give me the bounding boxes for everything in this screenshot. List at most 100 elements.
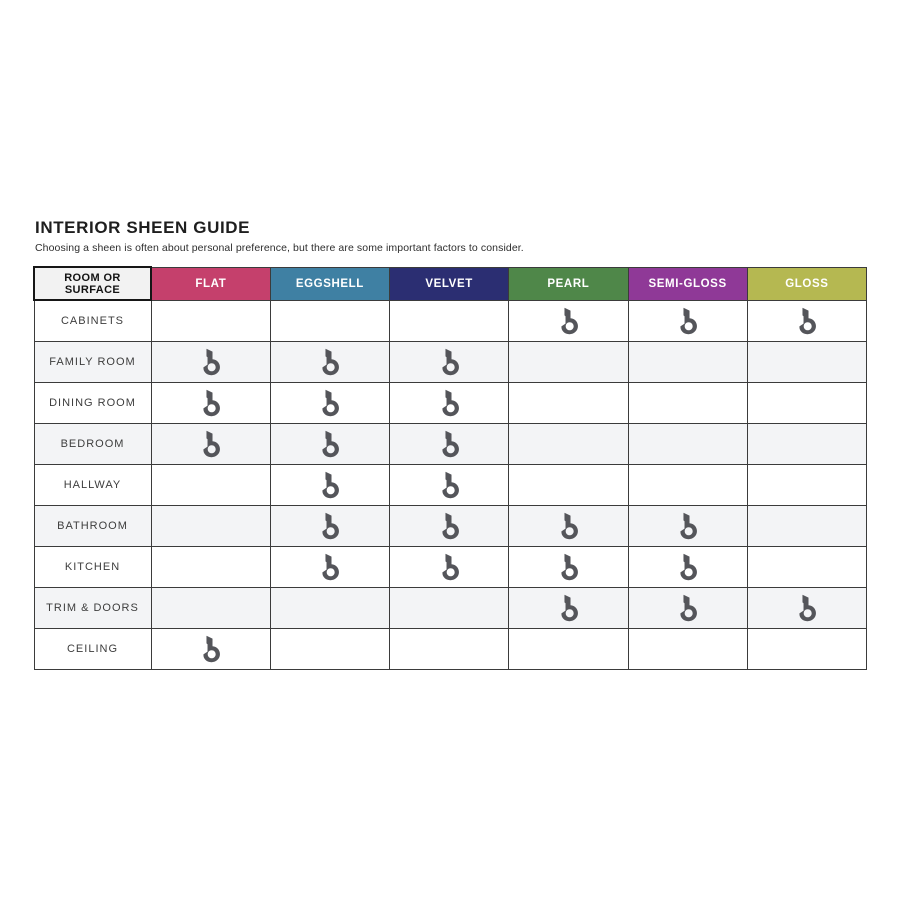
sheen-cell xyxy=(150,381,271,424)
sheen-cell xyxy=(508,586,629,629)
sheen-cell xyxy=(388,627,510,670)
table-row-bedroom: BEDROOM xyxy=(33,422,868,465)
column-header-eggshell: EGGSHELL xyxy=(269,266,391,301)
b-logo-icon xyxy=(322,389,340,416)
sheen-cell xyxy=(746,463,868,506)
table-row-hallway: HALLWAY xyxy=(33,463,868,506)
sheen-cell xyxy=(627,422,748,465)
sheen-cell xyxy=(269,463,391,506)
sheen-cell xyxy=(508,504,629,547)
b-logo-icon xyxy=(799,594,817,621)
sheen-cell xyxy=(746,299,868,342)
sheen-cell xyxy=(150,340,271,383)
table-row-cabinets: CABINETS xyxy=(33,299,868,342)
b-logo-icon xyxy=(442,389,459,416)
b-logo-icon xyxy=(442,553,459,580)
b-logo-icon xyxy=(322,348,340,375)
table-row-kitchen: KITCHEN xyxy=(33,545,868,588)
b-logo-icon xyxy=(203,348,221,375)
b-logo-icon xyxy=(680,512,698,539)
b-logo-icon xyxy=(322,430,340,457)
row-label: BEDROOM xyxy=(33,422,152,465)
sheen-cell xyxy=(508,627,629,670)
sheen-cell xyxy=(269,340,391,383)
b-logo-icon xyxy=(442,348,459,375)
sheen-cell xyxy=(150,422,271,465)
column-header-semi-gloss: SEMI-GLOSS xyxy=(627,266,748,301)
row-label: BATHROOM xyxy=(33,504,152,547)
room-or-surface-header: ROOM OR SURFACE xyxy=(33,266,152,301)
sheen-cell xyxy=(269,422,391,465)
row-label: DINING ROOM xyxy=(33,381,152,424)
b-logo-icon xyxy=(442,471,459,498)
sheen-cell xyxy=(627,545,748,588)
sheen-cell xyxy=(508,381,629,424)
b-logo-icon xyxy=(799,307,817,334)
b-logo-icon xyxy=(680,307,698,334)
sheen-cell xyxy=(150,586,271,629)
sheen-cell xyxy=(627,381,748,424)
b-logo-icon xyxy=(442,512,459,539)
page-subtitle: Choosing a sheen is often about personal… xyxy=(35,242,524,254)
sheen-cell xyxy=(269,627,391,670)
sheen-cell xyxy=(150,545,271,588)
sheen-cell xyxy=(746,504,868,547)
sheen-cell xyxy=(746,627,868,670)
sheen-cell xyxy=(269,586,391,629)
b-logo-icon xyxy=(203,635,221,662)
sheen-cell xyxy=(388,586,510,629)
b-logo-icon xyxy=(561,594,578,621)
sheen-cell xyxy=(388,463,510,506)
row-label: KITCHEN xyxy=(33,545,152,588)
row-label: HALLWAY xyxy=(33,463,152,506)
sheen-cell xyxy=(150,504,271,547)
sheen-cell xyxy=(388,381,510,424)
sheen-cell xyxy=(150,627,271,670)
sheen-cell xyxy=(627,586,748,629)
sheen-cell xyxy=(627,504,748,547)
b-logo-icon xyxy=(561,553,578,580)
sheen-cell xyxy=(746,586,868,629)
column-header-gloss: GLOSS xyxy=(746,266,868,301)
column-header-pearl: PEARL xyxy=(508,266,629,301)
table-row-trim-doors: TRIM & DOORS xyxy=(33,586,868,629)
sheen-cell xyxy=(388,340,510,383)
row-label: CEILING xyxy=(33,627,152,670)
b-logo-icon xyxy=(322,471,340,498)
sheen-cell xyxy=(508,463,629,506)
row-label: CABINETS xyxy=(33,299,152,342)
sheen-guide: INTERIOR SHEEN GUIDE Choosing a sheen is… xyxy=(33,218,868,670)
sheen-cell xyxy=(508,299,629,342)
sheen-cell xyxy=(508,545,629,588)
row-label: TRIM & DOORS xyxy=(33,586,152,629)
sheen-cell xyxy=(746,340,868,383)
sheen-cell xyxy=(150,299,271,342)
b-logo-icon xyxy=(442,430,459,457)
sheen-cell xyxy=(269,381,391,424)
sheen-cell xyxy=(388,422,510,465)
b-logo-icon xyxy=(322,512,340,539)
sheen-cell xyxy=(269,299,391,342)
b-logo-icon xyxy=(561,512,578,539)
b-logo-icon xyxy=(561,307,578,334)
sheen-cell xyxy=(746,381,868,424)
b-logo-icon xyxy=(680,553,698,580)
column-header-flat: FLAT xyxy=(150,266,271,301)
table-header-row: ROOM OR SURFACE FLAT EGGSHELL VELVET PEA… xyxy=(33,266,868,301)
sheen-cell xyxy=(627,299,748,342)
sheen-cell xyxy=(508,422,629,465)
b-logo-icon xyxy=(203,389,221,416)
sheen-cell xyxy=(150,463,271,506)
sheen-cell xyxy=(508,340,629,383)
sheen-cell xyxy=(269,504,391,547)
table-row-family-room: FAMILY ROOM xyxy=(33,340,868,383)
sheen-cell xyxy=(269,545,391,588)
table-row-ceiling: CEILING xyxy=(33,627,868,670)
column-header-velvet: VELVET xyxy=(388,266,510,301)
sheen-cell xyxy=(388,504,510,547)
b-logo-icon xyxy=(203,430,221,457)
sheen-cell xyxy=(388,545,510,588)
sheen-cell xyxy=(746,545,868,588)
table-row-bathroom: BATHROOM xyxy=(33,504,868,547)
page-title: INTERIOR SHEEN GUIDE xyxy=(35,218,251,237)
